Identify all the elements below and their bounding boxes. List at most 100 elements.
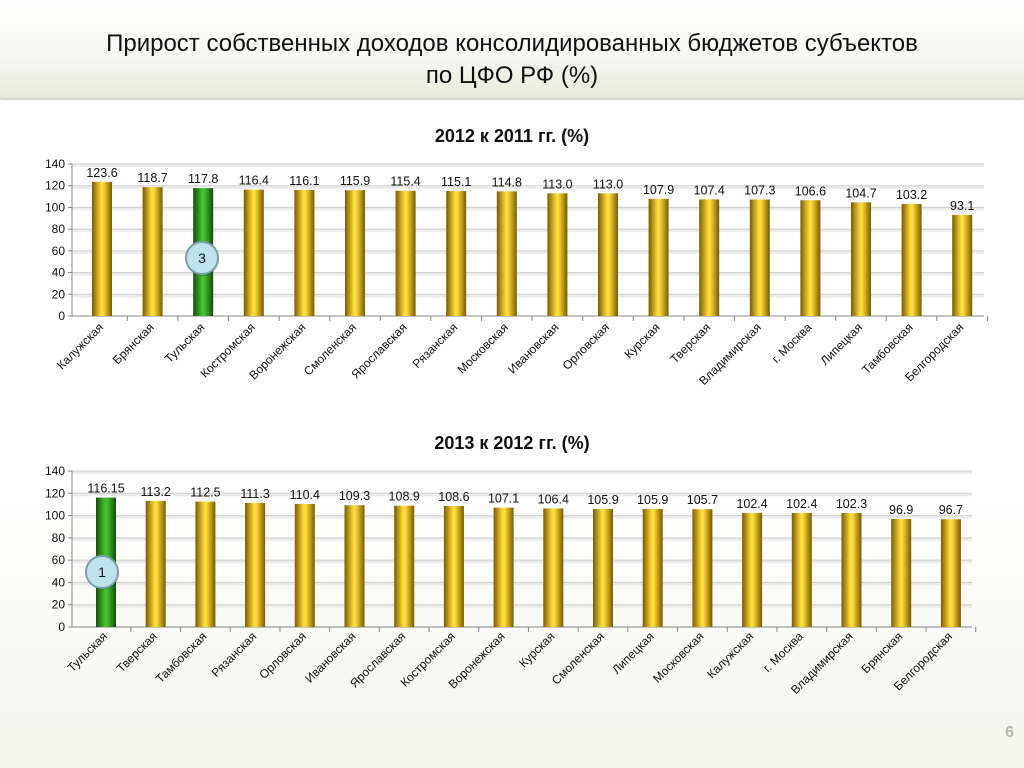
y-tick-label: 80	[52, 222, 66, 236]
bar	[294, 503, 315, 627]
bar	[496, 191, 517, 316]
bar	[245, 502, 266, 627]
data-label: 123.6	[86, 166, 117, 180]
data-label: 118.7	[137, 171, 167, 185]
slide-title: Прирост собственных доходов консолидиров…	[20, 28, 1004, 92]
data-label: 105.9	[637, 493, 668, 507]
bar	[841, 513, 862, 627]
y-tick-label: 100	[45, 200, 65, 214]
x-category-label: Курская	[516, 629, 557, 670]
data-label: 105.9	[587, 493, 618, 507]
bar	[142, 187, 163, 316]
y-tick-label: 40	[52, 266, 66, 280]
data-label: 107.1	[488, 492, 519, 506]
x-category-label: Калужская	[54, 320, 106, 372]
data-label: 113.0	[593, 177, 623, 191]
slide-header: Прирост собственных доходов консолидиров…	[0, 0, 1024, 99]
bar	[395, 190, 416, 316]
data-label: 108.6	[438, 490, 469, 504]
bar	[800, 200, 821, 316]
bar	[851, 202, 871, 316]
bar	[92, 181, 112, 316]
slide-content: 2012 к 2011 гг. (%) 0 20 40 60 80 100 120 140 123…	[0, 100, 1024, 768]
bar	[344, 505, 365, 627]
data-label: 115.9	[340, 174, 370, 188]
x-category-label: Рязанская	[209, 629, 260, 680]
data-label: 103.2	[896, 188, 927, 202]
bar	[243, 189, 264, 316]
rank-badge	[85, 555, 119, 589]
data-label: 110.4	[290, 488, 320, 502]
rank-badge-label: 1	[98, 564, 106, 580]
x-category-label: Московская	[454, 320, 510, 376]
data-label: 114.8	[492, 175, 522, 189]
y-tick-label: 0	[58, 309, 65, 323]
chart-2013-vs-2012: 2013 к 2012 гг. (%) 0 20 40 60 80 100 120 140 116…	[45, 433, 977, 697]
data-label: 115.4	[390, 175, 420, 189]
x-category-label: Брянская	[858, 629, 905, 676]
bar	[145, 500, 166, 627]
x-category-label: Липецкая	[818, 320, 866, 368]
data-label: 107.3	[744, 184, 775, 198]
bar	[692, 509, 713, 627]
bar	[742, 512, 763, 627]
bar	[593, 508, 613, 627]
bar	[547, 193, 568, 316]
data-label: 116.15	[87, 482, 124, 496]
y-tick-label: 20	[52, 287, 66, 301]
x-category-label: Тульская	[65, 629, 110, 674]
data-label: 117.8	[188, 172, 218, 186]
x-category-label: Смоленская	[549, 629, 607, 687]
data-label: 102.4	[786, 497, 817, 511]
data-label: 108.9	[389, 490, 420, 504]
x-category-label: Орловская	[560, 320, 613, 373]
x-category-label: Ивановская	[505, 320, 561, 376]
x-category-label: Орловская	[256, 629, 309, 682]
bar	[749, 199, 770, 316]
chart-2012-vs-2011: 2012 к 2011 гг. (%) 0 20 40 60 80 100 120 140 123…	[45, 126, 988, 388]
data-label: 104.7	[845, 186, 876, 200]
bar	[394, 505, 415, 627]
x-category-label: Московская	[650, 629, 706, 685]
data-label: 116.4	[239, 174, 269, 188]
bar	[294, 189, 315, 316]
bar	[493, 507, 514, 627]
data-label: 106.4	[538, 492, 569, 506]
data-label: 96.9	[889, 503, 913, 517]
slide-title-line2: по ЦФО РФ (%)	[425, 62, 599, 89]
y-tick-label: 120	[45, 179, 65, 193]
chart-title: 2013 к 2012 гг. (%)	[434, 433, 589, 453]
x-category-label: Калужская	[704, 629, 756, 681]
data-label: 102.4	[736, 497, 767, 511]
y-tick-label: 40	[52, 575, 66, 589]
bar	[195, 501, 216, 627]
bar	[543, 508, 564, 627]
x-category-label: Курская	[622, 320, 663, 361]
rank-badge-label: 3	[198, 250, 206, 266]
bar	[648, 198, 669, 316]
bar	[891, 519, 912, 627]
chart-title: 2012 к 2011 гг. (%)	[435, 126, 589, 146]
data-label: 105.7	[687, 493, 718, 507]
data-label: 112.5	[190, 486, 220, 500]
x-category-label: г. Москва	[769, 320, 815, 366]
data-label: 93.1	[950, 199, 974, 213]
y-tick-label: 120	[45, 486, 65, 500]
bar	[791, 512, 812, 627]
rank-badge	[185, 241, 219, 275]
page-number: 6	[1005, 724, 1014, 741]
data-label: 111.3	[240, 487, 269, 501]
bar	[345, 190, 365, 316]
bar	[940, 519, 961, 627]
y-tick-label: 60	[52, 553, 66, 567]
x-category-label: Тульская	[162, 320, 207, 365]
y-tick-label: 20	[52, 598, 66, 612]
x-category-label: Брянская	[110, 320, 157, 367]
y-tick-label: 140	[45, 464, 65, 478]
data-label: 107.9	[643, 183, 674, 197]
data-label: 102.3	[836, 497, 867, 511]
y-tick-label: 100	[45, 509, 65, 523]
x-category-label: Тверская	[114, 629, 160, 675]
bar	[642, 508, 663, 627]
bar	[446, 191, 467, 316]
